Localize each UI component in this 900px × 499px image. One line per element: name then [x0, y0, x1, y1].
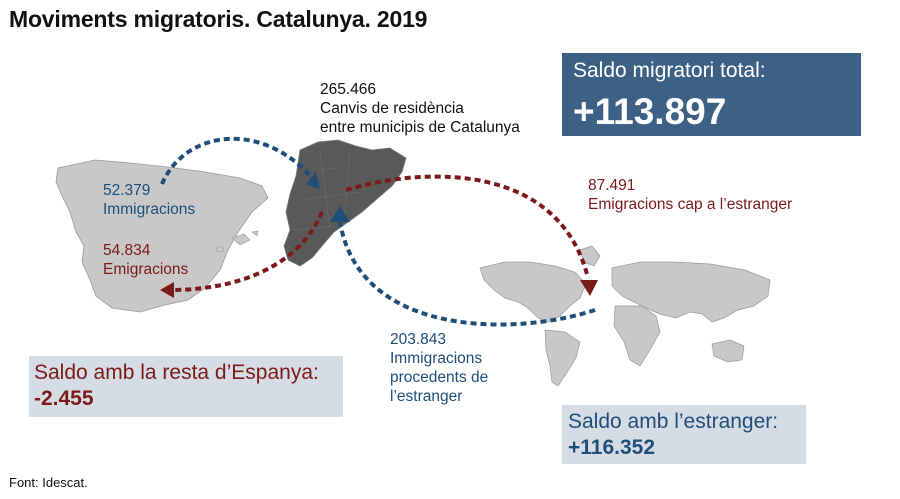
spain-immigrations-text: Immigracions	[103, 201, 196, 218]
balance-abroad-value: +116.352	[568, 436, 656, 459]
intra-catalonia-value: 265.466	[320, 81, 377, 98]
spain-emigrations-label: 54.834 Emigracions	[103, 241, 188, 279]
abroad-immigrations-label: 203.843 Immigracions procedents de l’est…	[390, 330, 488, 406]
abroad-immigrations-text-3: l’estranger	[390, 388, 463, 405]
abroad-immigrations-text-2: procedents de	[390, 369, 489, 386]
total-balance-value: +113.897	[573, 91, 727, 132]
spain-immigrations-value: 52.379	[103, 182, 151, 199]
abroad-emigrations-text: Emigracions cap a l’estranger	[588, 196, 793, 213]
abroad-emigrations-label: 87.491 Emigracions cap a l’estranger	[588, 176, 792, 214]
source-note: Font: Idescat.	[9, 475, 88, 490]
arrowhead-immigrations-spain	[306, 172, 320, 190]
arrow-emigrations-spain	[169, 211, 324, 292]
spain-immigrations-label: 52.379 Immigracions	[103, 181, 195, 219]
arrowhead-immigrations-abroad	[330, 206, 350, 222]
spain-map	[55, 159, 269, 313]
arrow-emigrations-abroad	[345, 174, 590, 279]
intra-catalonia-text-2: entre municipis de Catalunya	[320, 119, 520, 136]
total-balance-box: Saldo migratori total: +113.897	[562, 53, 861, 136]
intra-catalonia-label: 265.466 Canvis de residència entre munic…	[320, 80, 520, 137]
abroad-emigrations-value: 87.491	[588, 177, 636, 194]
abroad-immigrations-value: 203.843	[390, 331, 447, 348]
balance-spain-label: Saldo amb la resta d’Espanya:	[34, 361, 319, 384]
catalonia-map	[283, 139, 407, 267]
spain-emigrations-value: 54.834	[103, 242, 151, 259]
arrowhead-emigrations-abroad	[580, 280, 598, 296]
spain-emigrations-text: Emigracions	[103, 261, 189, 278]
balance-spain-value: -2.455	[34, 387, 94, 410]
world-map	[479, 245, 771, 387]
arrowhead-emigrations-spain	[160, 282, 174, 298]
balance-spain-box: Saldo amb la resta d’Espanya: -2.455	[29, 356, 343, 417]
total-balance-label: Saldo migratori total:	[573, 59, 766, 82]
balance-abroad-box: Saldo amb l’estranger: +116.352	[562, 405, 806, 464]
abroad-immigrations-text-1: Immigracions	[390, 350, 483, 367]
intra-catalonia-text-1: Canvis de residència	[320, 100, 464, 117]
balance-abroad-label: Saldo amb l’estranger:	[568, 410, 779, 433]
arrow-immigrations-spain	[160, 136, 314, 185]
page-title: Moviments migratoris. Catalunya. 2019	[9, 6, 428, 32]
arrow-immigrations-abroad	[338, 221, 596, 327]
